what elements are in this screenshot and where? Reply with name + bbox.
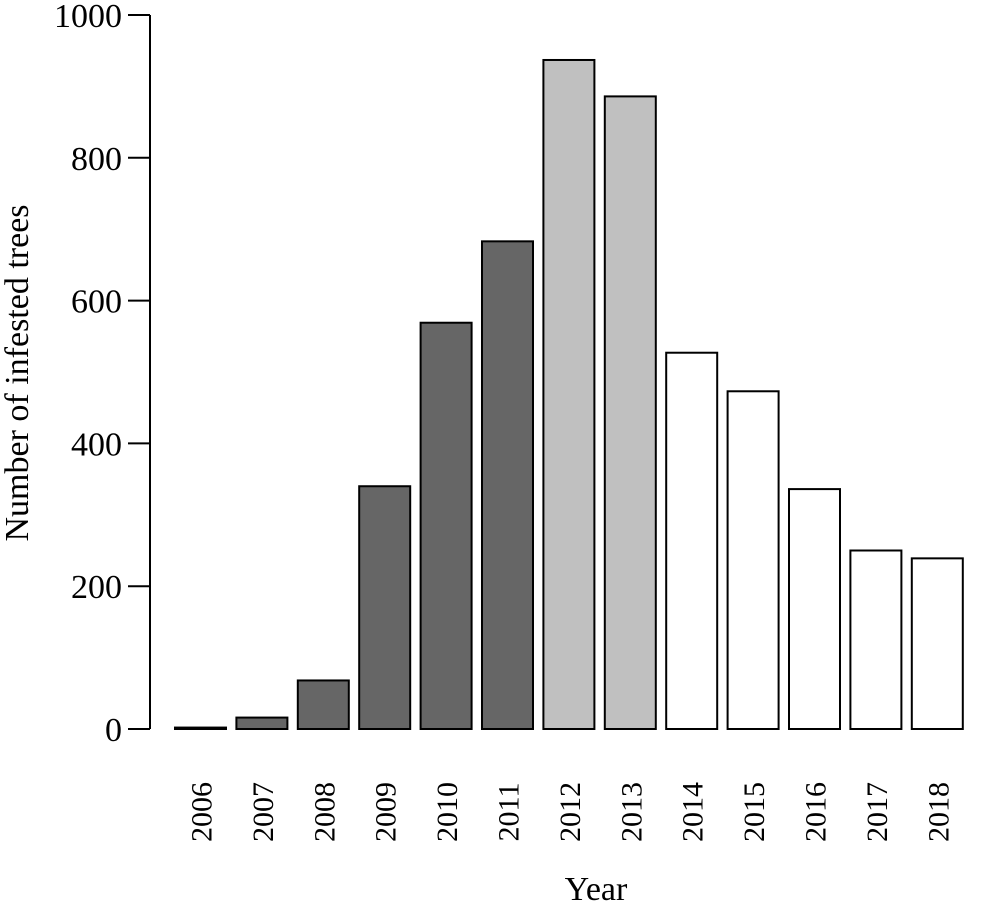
x-axis-tick-labels: 2006 2007 2008 2009 2010 2011 2012 2013 2014 2015… [186, 782, 956, 842]
y-tick-label: 800 [71, 141, 122, 178]
y-tick-label: 400 [71, 426, 122, 463]
x-tick-label: 2015 [738, 782, 771, 842]
x-tick-label: 2016 [800, 782, 833, 842]
x-axis-title: Year [565, 871, 628, 903]
y-tick-label: 600 [71, 284, 122, 321]
x-tick-label: 2007 [247, 782, 280, 842]
x-tick-label: 2012 [554, 782, 587, 842]
bar-2017 [849, 549, 903, 730]
x-tick-label: 2018 [922, 782, 955, 842]
y-tick-label: 0 [105, 712, 122, 749]
x-tick-label: 2006 [186, 782, 219, 842]
bar-2018 [910, 557, 964, 730]
x-tick-label: 2010 [431, 782, 464, 842]
x-tick-label: 2009 [370, 782, 403, 842]
bar-2013 [603, 95, 657, 730]
bar-2014 [665, 351, 719, 730]
y-axis-title: Number of infested trees [0, 204, 36, 541]
x-tick-label: 2013 [615, 782, 648, 842]
bar-2011 [481, 240, 534, 730]
bars-group [174, 58, 964, 731]
x-tick-label: 2017 [861, 782, 894, 842]
bar-2009 [358, 485, 412, 730]
y-axis: 0 200 400 600 800 1000 [54, 0, 151, 749]
x-tick-label: 2008 [308, 782, 341, 842]
bar-2010 [419, 321, 473, 730]
bar-2007 [235, 716, 289, 730]
bar-2006 [174, 726, 227, 731]
y-tick-label: 200 [71, 569, 122, 606]
x-tick-label: 2014 [677, 782, 710, 842]
x-tick-label: 2011 [493, 783, 526, 842]
y-tick-label: 1000 [54, 0, 122, 35]
bar-2016 [788, 488, 841, 731]
bar-2015 [726, 390, 780, 730]
bar-2008 [296, 679, 350, 730]
bar-2012 [542, 58, 596, 731]
